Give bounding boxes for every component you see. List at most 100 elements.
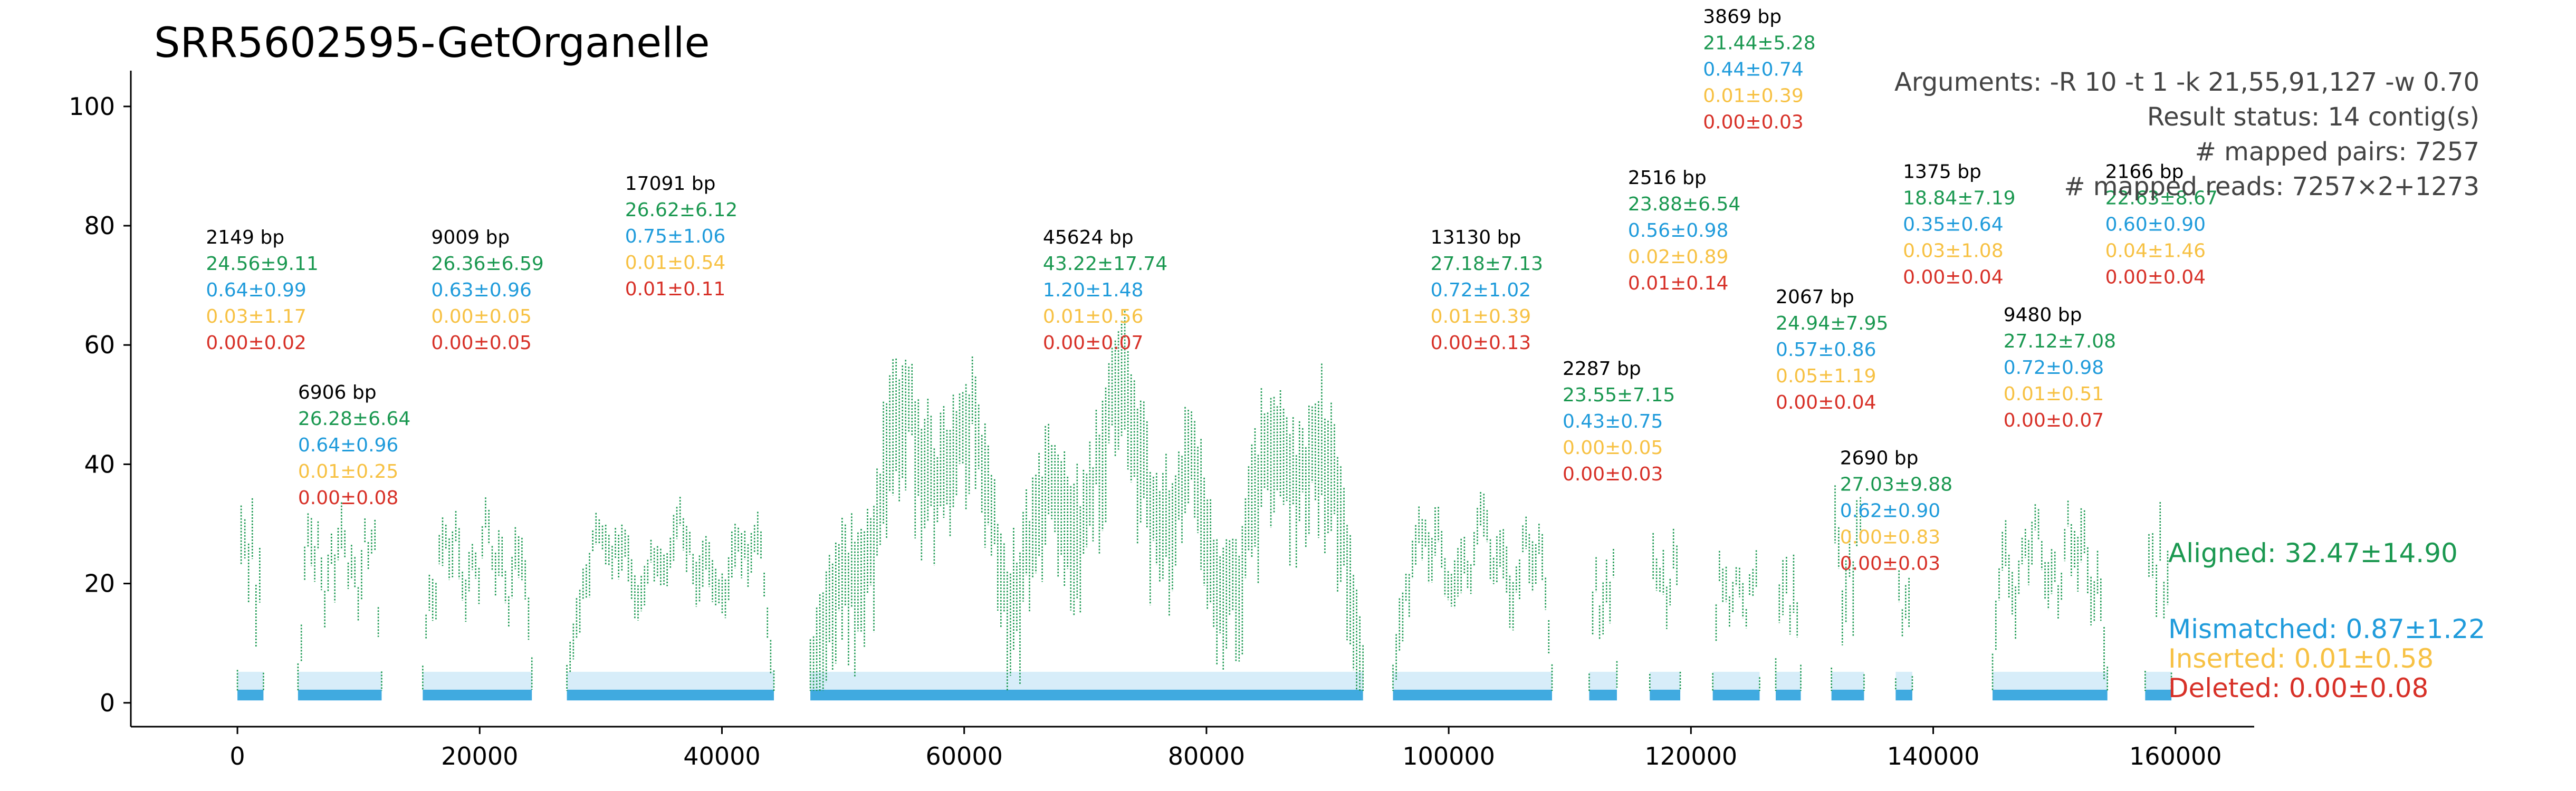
contig-label: 2287 bp 23.55±7.15 0.43±0.75 0.00±0.05 0.00±…	[1563, 358, 1675, 485]
contig-inserted-label: 0.05±1.19	[1776, 365, 1876, 387]
mismatched-haze	[810, 671, 1363, 690]
mismatched-haze	[1589, 671, 1617, 690]
contig-mismatched-label: 0.60±0.90	[2105, 214, 2206, 236]
legend: Aligned: 32.47±14.90 Mismatched: 0.87±1.2…	[2168, 538, 2485, 703]
contig-coverage	[236, 498, 264, 701]
mismatched-band	[237, 689, 264, 701]
contig-coverage	[1649, 528, 1681, 701]
contig-label: 2149 bp 24.56±9.11 0.64±0.99 0.03±1.17 0.00±…	[206, 227, 318, 354]
contig-label: 2166 bp 22.63±8.67 0.60±0.90 0.04±1.46 0.00±…	[2105, 161, 2218, 288]
contig-inserted-label: 0.00±0.83	[1840, 526, 1940, 548]
contig-deleted-label: 0.00±0.03	[1840, 553, 1940, 574]
contig-mismatched-label: 0.63±0.96	[431, 279, 531, 301]
contig-inserted-label: 0.01±0.39	[1431, 306, 1531, 327]
contig-deleted-label: 0.00±0.03	[1563, 464, 1663, 485]
contig-deleted-label: 0.00±0.04	[2105, 267, 2206, 288]
contig-length-label: 2287 bp	[1563, 358, 1641, 380]
x-tick-label: 140000	[1887, 742, 1980, 770]
mismatched-band	[1589, 689, 1617, 701]
contig-label: 17091 bp 26.62±6.12 0.75±1.06 0.01±0.54 0.01…	[625, 173, 738, 300]
contig-deleted-label: 0.00±0.05	[431, 332, 531, 354]
y-tick-label: 20	[84, 570, 115, 598]
contig-aligned-label: 27.18±7.13	[1431, 253, 1543, 275]
axes	[130, 71, 2254, 728]
contig-deleted-label: 0.00±0.03	[1703, 112, 1803, 133]
contig-deleted-label: 0.00±0.04	[1903, 267, 2003, 288]
contig-coverage	[809, 311, 1364, 701]
contig-coverage	[1775, 554, 1802, 701]
contig-inserted-label: 0.01±0.39	[1703, 85, 1803, 107]
contig-coverage	[422, 497, 533, 701]
contig-mismatched-label: 0.72±1.02	[1431, 279, 1531, 301]
mismatched-band	[298, 689, 382, 701]
mismatched-band	[567, 689, 774, 701]
contig-coverage	[2144, 502, 2172, 701]
contig-deleted-label: 0.00±0.07	[1043, 332, 1143, 354]
contig-aligned-label: 43.22±17.74	[1043, 253, 1167, 275]
contig-mismatched-label: 1.20±1.48	[1043, 279, 1143, 301]
legend-deleted: Deleted: 0.00±0.08	[2168, 673, 2428, 703]
legend-inserted: Inserted: 0.01±0.58	[2168, 643, 2434, 674]
contig-mismatched-label: 0.62±0.90	[1840, 500, 1940, 522]
x-tick-label: 20000	[441, 742, 518, 770]
info-line: Arguments: -R 10 -t 1 -k 21,55,91,127 -w…	[1894, 67, 2479, 97]
contig-deleted-label: 0.00±0.13	[1431, 332, 1531, 354]
mismatched-haze	[298, 671, 382, 690]
contig-coverage	[1588, 549, 1618, 701]
contig-inserted-label: 0.00±0.05	[431, 306, 531, 327]
contig-label: 9480 bp 27.12±7.08 0.72±0.98 0.01±0.51 0.00±…	[2004, 304, 2116, 431]
contig-mismatched-label: 0.44±0.74	[1703, 59, 1803, 81]
y-tick-label: 100	[69, 92, 115, 121]
contig-aligned-label: 26.28±6.64	[298, 408, 410, 430]
contig-length-label: 2516 bp	[1628, 167, 1707, 189]
y-tick-label: 40	[84, 450, 115, 478]
contig-mismatched-label: 0.43±0.75	[1563, 411, 1663, 432]
mismatched-band	[1895, 689, 1912, 701]
mismatched-haze	[567, 671, 774, 690]
mismatched-haze	[1776, 671, 1801, 690]
info-block: Arguments: -R 10 -t 1 -k 21,55,91,127 -w…	[1894, 67, 2479, 201]
contig-length-label: 2690 bp	[1840, 447, 1919, 469]
contig-inserted-label: 0.03±1.17	[206, 306, 306, 327]
contig-coverage	[297, 502, 382, 701]
contig-mismatched-label: 0.64±0.99	[206, 279, 306, 301]
contig-length-label: 17091 bp	[625, 173, 716, 195]
contig-coverage	[566, 497, 775, 701]
contig-length-label: 2149 bp	[206, 227, 284, 248]
contig-label: 9009 bp 26.36±6.59 0.63±0.96 0.00±0.05 0.00±…	[431, 227, 543, 354]
contig-coverage	[1831, 485, 1865, 701]
contig-length-label: 45624 bp	[1043, 227, 1134, 248]
mismatched-haze	[1393, 671, 1552, 690]
contig-label: 2690 bp 27.03±9.88 0.62±0.90 0.00±0.83 0.00±…	[1840, 447, 1952, 574]
contig-inserted-label: 0.01±0.51	[2004, 383, 2104, 405]
contig-length-label: 2166 bp	[2105, 161, 2184, 183]
contig-inserted-label: 0.01±0.54	[625, 252, 725, 274]
mismatched-haze	[1831, 671, 1864, 690]
contig-aligned-label: 23.55±7.15	[1563, 384, 1675, 406]
chart-title: SRR5602595-GetOrganelle	[154, 20, 710, 67]
x-tick-label: 60000	[926, 742, 1003, 770]
contig-inserted-label: 0.02±0.89	[1628, 246, 1728, 268]
contig-label: 3869 bp 21.44±5.28 0.44±0.74 0.01±0.39 0.00±…	[1703, 6, 1815, 133]
contig-length-label: 1375 bp	[1903, 161, 1981, 183]
mismatched-haze	[237, 671, 264, 690]
contig-labels: 2149 bp 24.56±9.11 0.64±0.99 0.03±1.17 0.00±…	[206, 6, 2218, 575]
x-tick-label: 120000	[1645, 742, 1738, 770]
contig-deleted-label: 0.01±0.14	[1628, 273, 1728, 294]
contig-inserted-label: 0.03±1.08	[1903, 240, 2003, 262]
contig-aligned-label: 23.88±6.54	[1628, 194, 1740, 215]
x-tick-label: 80000	[1168, 742, 1245, 770]
mismatched-band	[423, 689, 532, 701]
mismatched-haze	[1650, 671, 1681, 690]
mismatched-band	[1712, 689, 1760, 701]
contig-aligned-label: 18.84±7.19	[1903, 188, 2015, 209]
contig-deleted-label: 0.00±0.07	[2004, 410, 2104, 431]
mismatched-haze	[2145, 671, 2172, 690]
contig-deleted-label: 0.00±0.02	[206, 332, 306, 354]
mismatched-haze	[423, 671, 532, 690]
contig-length-label: 2067 bp	[1776, 286, 1854, 308]
mismatched-band	[2145, 689, 2172, 701]
info-line: Result status: 14 contig(s)	[2147, 102, 2479, 132]
x-tick-label: 100000	[1402, 742, 1495, 770]
contig-coverage	[1392, 492, 1553, 701]
